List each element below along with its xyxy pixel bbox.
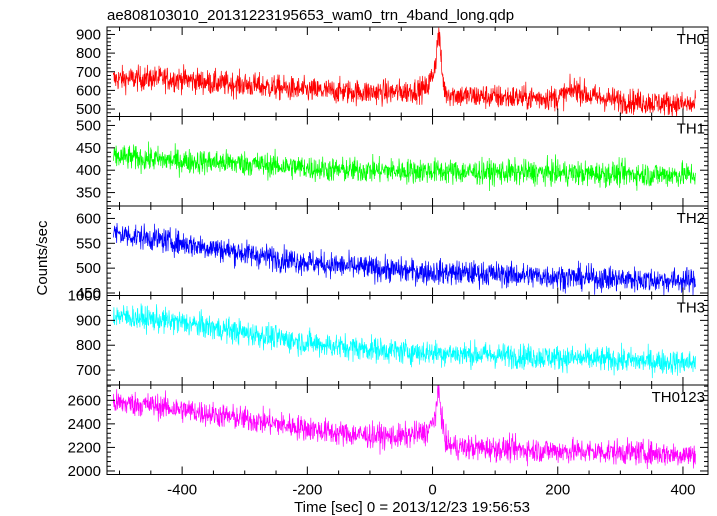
series-line-th0 — [112, 27, 696, 117]
y-tick-label: 900 — [76, 26, 101, 43]
panel-frame — [106, 295, 709, 386]
panel-th0123: 2000 2200 2400 2600 TH0123 — [68, 384, 709, 480]
series-line-th0123 — [112, 384, 696, 470]
y-tick-label: 500 — [76, 117, 101, 134]
y-tick-label: 700 — [76, 64, 101, 81]
y-tick-label: 800 — [76, 45, 101, 62]
series-line-th2 — [112, 222, 696, 296]
panel-label-th0: TH0 — [677, 31, 705, 48]
y-tick-label: 450 — [76, 285, 101, 302]
y-tick-label: 700 — [76, 362, 101, 379]
series-line-th3 — [112, 303, 696, 379]
y-tick-label: 400 — [76, 162, 101, 179]
y-tick-label: 2000 — [68, 463, 101, 480]
y-axis-label: Counts/sec — [34, 220, 51, 296]
panel-th3: 700 800 900 1000 TH3 — [68, 288, 709, 386]
y-tick-label: 900 — [76, 312, 101, 329]
y-tick-label: 800 — [76, 337, 101, 354]
y-tick-label: 600 — [76, 82, 101, 99]
y-tick-label: 500 — [76, 260, 101, 277]
y-tick-label: 550 — [76, 235, 101, 252]
panel-label-th2: TH2 — [677, 210, 705, 227]
panel-label-th1: TH1 — [677, 121, 705, 138]
x-axis-label: Time [sec] 0 = 2013/12/23 19:56:53 — [294, 499, 530, 516]
panel-label-th0123: TH0123 — [652, 389, 705, 406]
y-tick-label: 2200 — [68, 439, 101, 456]
panel-frame — [106, 384, 709, 475]
y-tick-label: 350 — [76, 185, 101, 202]
panel-th1: 350 400 450 500 TH1 — [76, 116, 709, 207]
x-tick-label: 400 — [670, 482, 695, 499]
x-tick-label: -400 — [167, 482, 197, 499]
series-line-th1 — [112, 141, 696, 192]
y-tick-label: 500 — [76, 101, 101, 118]
y-tick-label: 600 — [76, 210, 101, 227]
panel-label-th3: TH3 — [677, 300, 705, 317]
chart-title: ae808103010_20131223195653_wam0_trn_4ban… — [107, 7, 514, 24]
x-tick-label: -200 — [292, 482, 322, 499]
y-tick-label: 450 — [76, 140, 101, 157]
x-tick-label: 0 — [428, 482, 436, 499]
x-tick-label: 200 — [545, 482, 570, 499]
y-tick-label: 2400 — [68, 416, 101, 433]
y-tick-label: 2600 — [68, 392, 101, 409]
y-tick-label: 1000 — [68, 288, 101, 305]
panel-th2: 450 500 550 600 TH2 — [76, 205, 709, 302]
